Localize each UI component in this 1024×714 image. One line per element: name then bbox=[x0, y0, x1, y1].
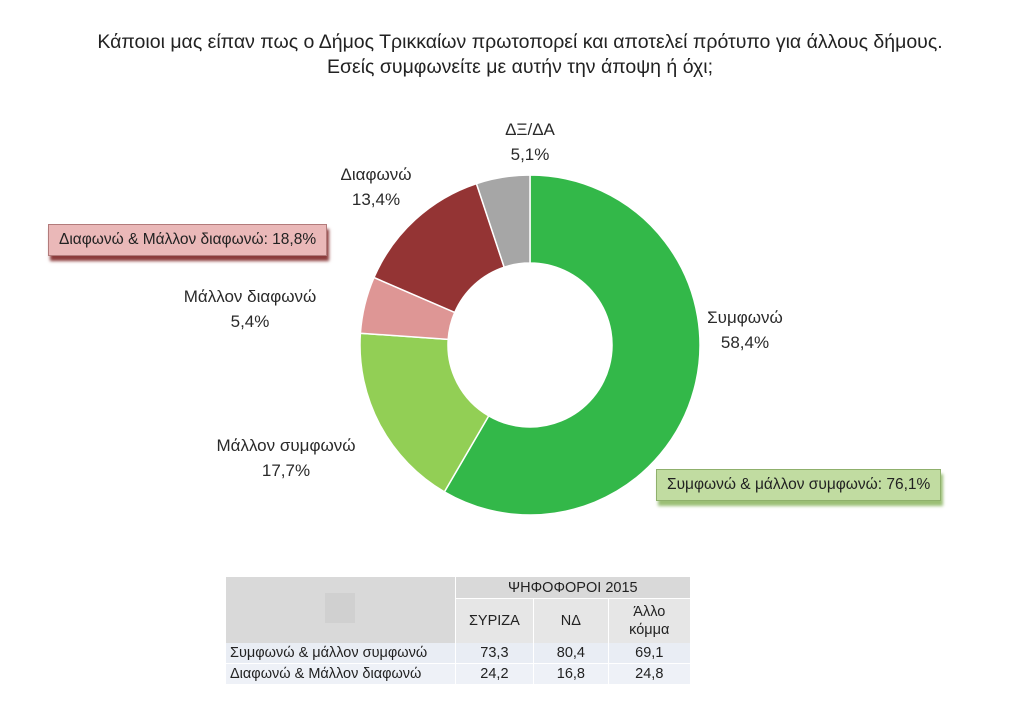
slice-rather-agree bbox=[359, 332, 490, 493]
title-line-2: Εσείς συμφωνείτε με αυτήν την άποψη ή όχ… bbox=[326, 56, 714, 78]
callout-disagree-total: Διαφωνώ & Μάλλον διαφωνώ: 18,8% bbox=[48, 224, 328, 256]
row-label: Συμφωνώ & μάλλον συμφωνώ bbox=[226, 643, 456, 664]
table-cell: 73,3 bbox=[454, 643, 534, 664]
slice-label-rather-agree: Μάλλον συμφωνώ 17,7% bbox=[186, 433, 386, 483]
table-col-header: ΝΔ bbox=[533, 598, 609, 643]
slice-label-dk-da: ΔΞ/ΔΑ 5,1% bbox=[475, 117, 585, 167]
voters-table: ΨΗΦΟΦΟΡΟΙ 2015 ΣΥΡΙΖΑ ΝΔ Άλλο κόμμα Συμφ… bbox=[226, 577, 690, 684]
slice-label-rather-agree-value: 17,7% bbox=[261, 461, 311, 480]
slice-dk-da bbox=[475, 174, 531, 269]
col-header-line1: ΝΔ bbox=[560, 613, 581, 629]
col-header-line2: κόμμα bbox=[629, 622, 670, 638]
slice-label-rather-disagree-value: 5,4% bbox=[230, 312, 270, 331]
slice-label-disagree: Διαφωνώ 13,4% bbox=[316, 162, 436, 212]
table-row: Συμφωνώ & μάλλον συμφωνώ 73,3 80,4 69,1 bbox=[226, 643, 690, 664]
table-cell: 80,4 bbox=[533, 643, 609, 664]
col-header-line1: Άλλο bbox=[633, 604, 666, 620]
slice-label-rather-disagree-name: Μάλλον διαφωνώ bbox=[183, 287, 317, 306]
table-col-header: Άλλο κόμμα bbox=[607, 598, 690, 643]
slice-label-disagree-value: 13,4% bbox=[351, 190, 401, 209]
table-cell: 24,2 bbox=[454, 663, 534, 684]
slice-label-dk-da-value: 5,1% bbox=[510, 145, 550, 164]
table-row: Διαφωνώ & Μάλλον διαφωνώ 24,2 16,8 24,8 bbox=[226, 663, 690, 684]
table-cell: 16,8 bbox=[533, 663, 609, 684]
col-header-line1: ΣΥΡΙΖΑ bbox=[468, 613, 520, 629]
table-corner bbox=[226, 577, 456, 643]
slice-agree bbox=[443, 174, 701, 516]
slice-label-agree-name: Συμφωνώ bbox=[707, 308, 783, 327]
table-col-header: ΣΥΡΙΖΑ bbox=[454, 598, 534, 643]
table-group-header: ΨΗΦΟΦΟΡΟΙ 2015 bbox=[454, 577, 690, 599]
callout-agree-total: Συμφωνώ & μάλλον συμφωνώ: 76,1% bbox=[656, 469, 942, 501]
table-cell: 24,8 bbox=[607, 663, 690, 684]
donut-chart bbox=[359, 174, 701, 516]
title-line-1: Κάποιοι μας είπαν πως ο Δήμος Τρικκαίων … bbox=[97, 31, 943, 53]
chart-title: Κάποιοι μας είπαν πως ο Δήμος Τρικκαίων … bbox=[0, 30, 1024, 80]
corner-placeholder bbox=[325, 593, 356, 623]
slice-label-agree: Συμφωνώ 58,4% bbox=[680, 305, 810, 355]
slice-label-agree-value: 58,4% bbox=[720, 333, 770, 352]
slice-label-rather-agree-name: Μάλλον συμφωνώ bbox=[216, 436, 356, 455]
slice-label-rather-disagree: Μάλλον διαφωνώ 5,4% bbox=[150, 284, 350, 334]
table-cell: 69,1 bbox=[607, 643, 690, 664]
slice-label-dk-da-name: ΔΞ/ΔΑ bbox=[505, 120, 555, 139]
slice-label-disagree-name: Διαφωνώ bbox=[340, 165, 412, 184]
row-label: Διαφωνώ & Μάλλον διαφωνώ bbox=[226, 663, 456, 684]
